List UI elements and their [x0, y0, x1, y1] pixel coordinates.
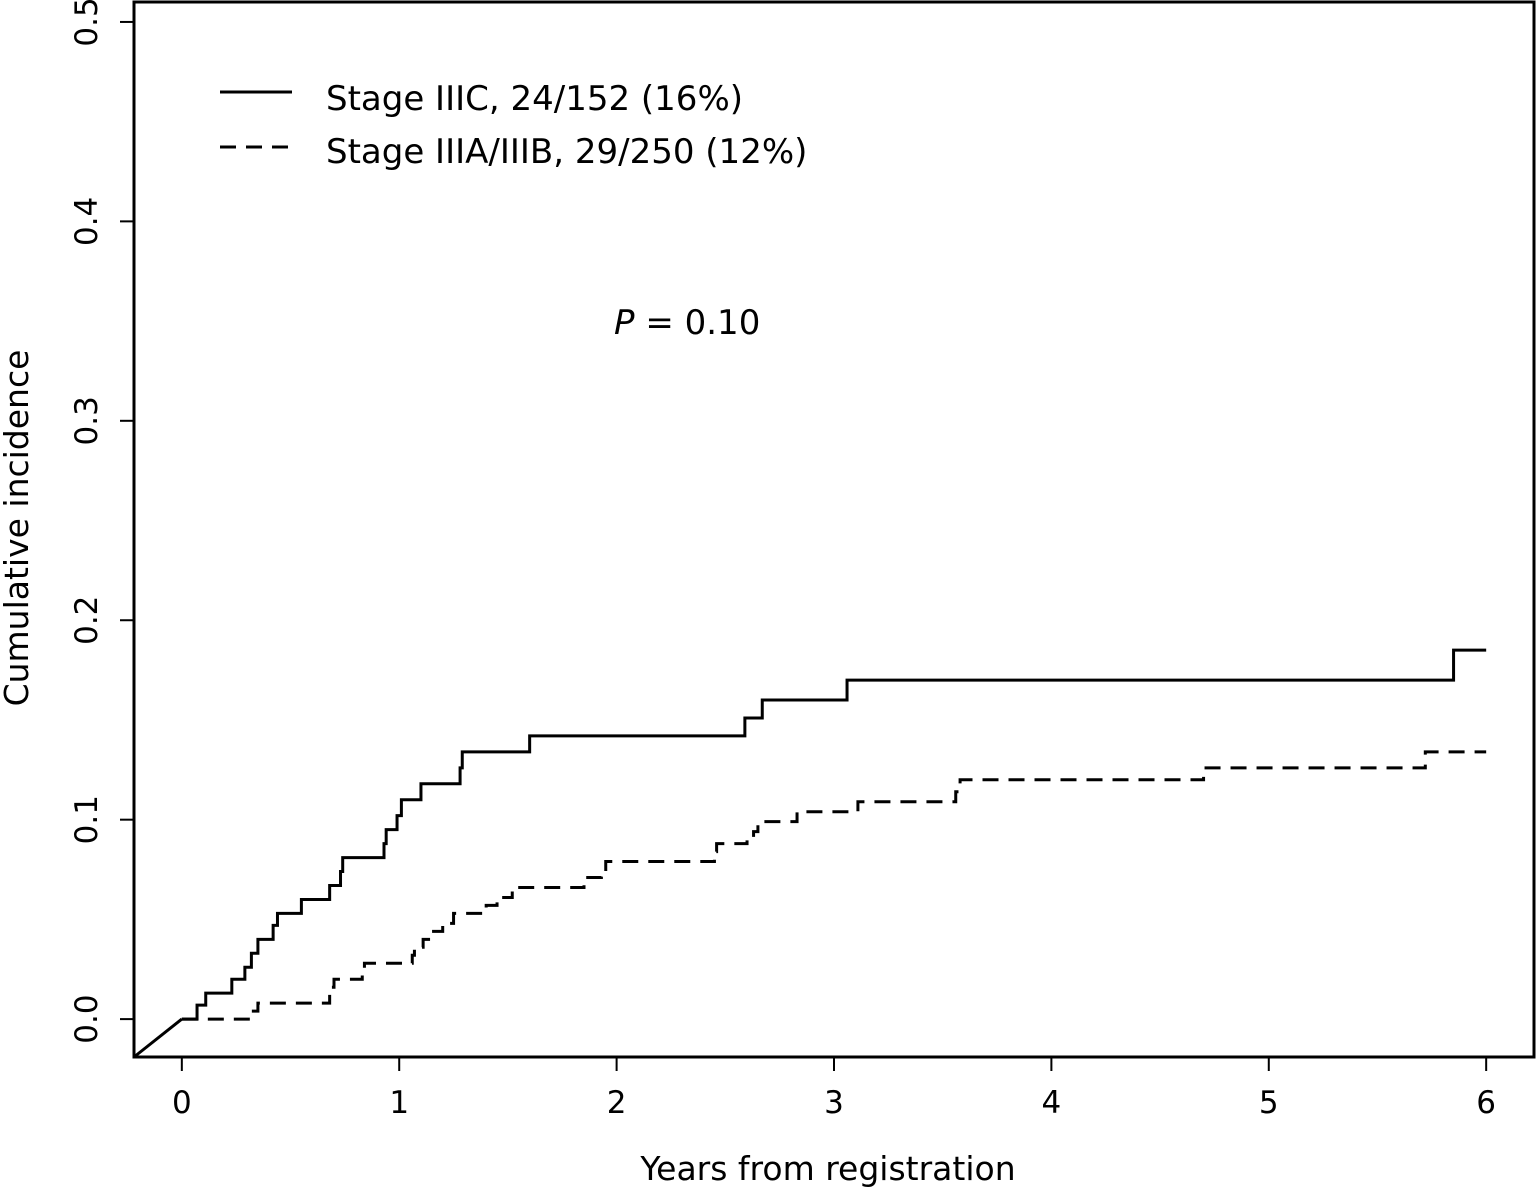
- x-tick-label: 4: [1042, 1085, 1062, 1121]
- x-tick-label: 1: [389, 1085, 409, 1121]
- x-tick-label: 0: [172, 1085, 192, 1121]
- series-layer: [133, 648, 1487, 1059]
- x-tick-label: 6: [1476, 1085, 1496, 1121]
- y-axis-label: Cumulative incidence: [0, 350, 36, 707]
- x-tick-label: 5: [1259, 1085, 1279, 1121]
- p-value-text: = 0.10: [635, 303, 761, 343]
- x-axis: 0 1 2 3 4 5 6: [172, 1057, 1496, 1121]
- x-axis-label: Years from registration: [639, 1149, 1015, 1188]
- p-value-annotation: P = 0.10: [614, 303, 760, 343]
- y-tick-label: 0.0: [69, 994, 105, 1043]
- y-tick-label: 0.3: [69, 396, 105, 445]
- legend: Stage IIIC, 24/152 (16%) Stage IIIA/IIIB…: [220, 79, 807, 172]
- series-line-stage-iiic: [181, 648, 1487, 1021]
- p-value-symbol: P: [614, 303, 635, 343]
- x-tick-label: 2: [607, 1085, 627, 1121]
- y-tick-label: 0.5: [69, 0, 105, 47]
- origin-extension-line: [133, 1017, 183, 1059]
- y-tick-label: 0.4: [69, 197, 105, 246]
- y-tick-label: 0.1: [69, 795, 105, 844]
- legend-label-stage-iiia-iiib: Stage IIIA/IIIB, 29/250 (12%): [326, 132, 807, 172]
- legend-label-stage-iiic: Stage IIIC, 24/152 (16%): [326, 79, 743, 119]
- series-line-stage-iiia-iiib: [181, 750, 1487, 1021]
- y-tick-label: 0.2: [69, 596, 105, 645]
- x-tick-label: 3: [824, 1085, 844, 1121]
- y-axis: 0.0 0.1 0.2 0.3 0.4 0.5: [69, 0, 134, 1044]
